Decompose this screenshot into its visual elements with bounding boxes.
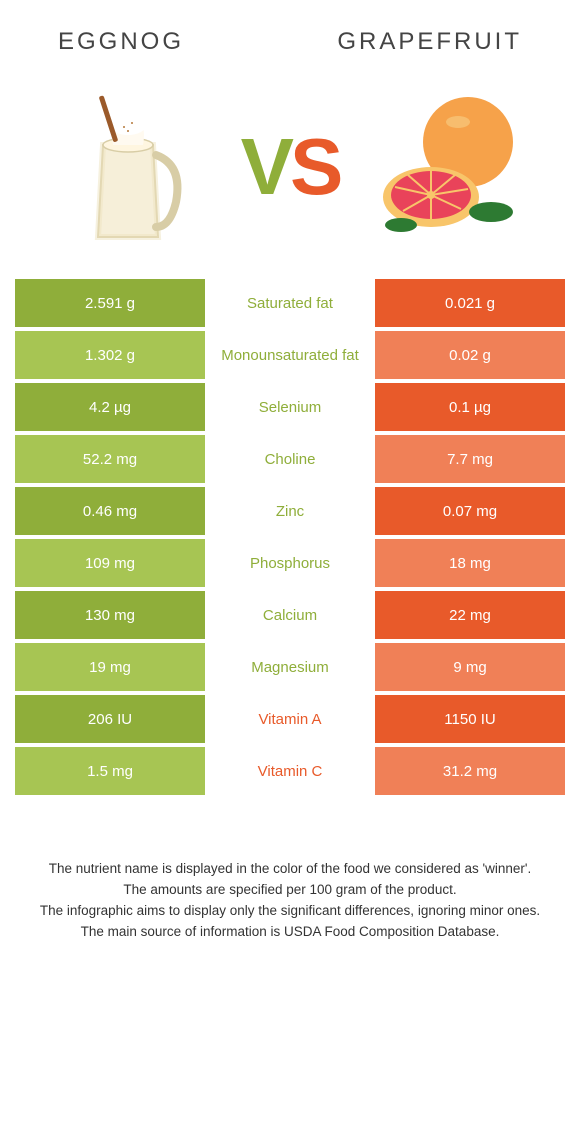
table-row: 130 mg Calcium 22 mg [15,591,565,639]
footer-line: The nutrient name is displayed in the co… [35,859,545,880]
nutrient-label: Saturated fat [205,279,375,327]
left-value: 19 mg [15,643,205,691]
vs-s: S [290,121,339,213]
right-value: 9 mg [375,643,565,691]
title-left: Eggnog [58,28,184,56]
right-value: 0.07 mg [375,487,565,535]
nutrient-label: Calcium [205,591,375,639]
nutrient-label: Vitamin A [205,695,375,743]
right-value: 7.7 mg [375,435,565,483]
right-value: 22 mg [375,591,565,639]
right-value: 0.021 g [375,279,565,327]
table-row: 4.2 µg Selenium 0.1 µg [15,383,565,431]
table-row: 0.46 mg Zinc 0.07 mg [15,487,565,535]
right-value: 1150 IU [375,695,565,743]
table-row: 2.591 g Saturated fat 0.021 g [15,279,565,327]
nutrient-label: Phosphorus [205,539,375,587]
nutrient-label: Vitamin C [205,747,375,795]
vs-label: VS [241,121,340,213]
table-row: 1.5 mg Vitamin C 31.2 mg [15,747,565,795]
nutrient-label: Selenium [205,383,375,431]
left-value: 1.5 mg [15,747,205,795]
left-value: 4.2 µg [15,383,205,431]
table-row: 1.302 g Monounsaturated fat 0.02 g [15,331,565,379]
nutrient-table: 2.591 g Saturated fat 0.021 g 1.302 g Mo… [15,279,565,795]
footer-line: The infographic aims to display only the… [35,901,545,922]
title-row: Eggnog Grapefruit [0,0,580,74]
right-value: 18 mg [375,539,565,587]
footer-notes: The nutrient name is displayed in the co… [0,799,580,943]
left-value: 1.302 g [15,331,205,379]
nutrient-label: Choline [205,435,375,483]
left-value: 109 mg [15,539,205,587]
left-value: 2.591 g [15,279,205,327]
footer-line: The amounts are specified per 100 gram o… [35,880,545,901]
table-row: 109 mg Phosphorus 18 mg [15,539,565,587]
left-value: 52.2 mg [15,435,205,483]
table-row: 52.2 mg Choline 7.7 mg [15,435,565,483]
table-row: 19 mg Magnesium 9 mg [15,643,565,691]
footer-line: The main source of information is USDA F… [35,922,545,943]
left-value: 206 IU [15,695,205,743]
table-row: 206 IU Vitamin A 1150 IU [15,695,565,743]
infographic: Eggnog Grapefruit VS [0,0,580,943]
grapefruit-image [370,84,535,249]
vs-v: V [241,121,290,213]
hero-row: VS [0,74,580,279]
title-right: Grapefruit [337,28,522,56]
right-value: 31.2 mg [375,747,565,795]
left-value: 130 mg [15,591,205,639]
right-value: 0.02 g [375,331,565,379]
nutrient-label: Monounsaturated fat [205,331,375,379]
eggnog-image [45,84,210,249]
right-value: 0.1 µg [375,383,565,431]
left-value: 0.46 mg [15,487,205,535]
nutrient-label: Zinc [205,487,375,535]
nutrient-label: Magnesium [205,643,375,691]
